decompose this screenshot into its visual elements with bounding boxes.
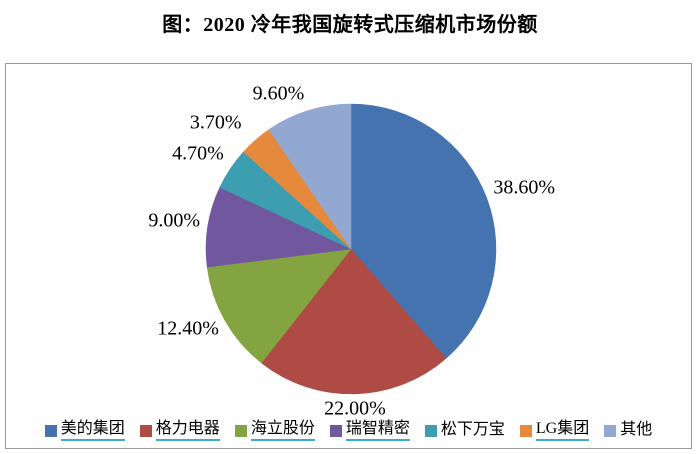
legend-label: LG集团 [535, 420, 590, 441]
pie-slice-3 [206, 248, 352, 364]
legend-item-3: 海立股份 [234, 420, 315, 441]
chart-title: 图：2020 冷年我国旋转式压缩机市场份额 [162, 14, 538, 36]
slice-label-4: 9.00% [148, 209, 201, 232]
legend-item-5: 松下万宝 [424, 421, 505, 440]
slice-label-2: 22.00% [324, 397, 386, 420]
legend-swatch-icon [329, 424, 342, 437]
slice-label-3: 12.40% [157, 317, 219, 340]
slice-label-6: 3.70% [189, 111, 242, 134]
slice-label-5: 4.70% [172, 142, 224, 165]
slice-label-1: 38.60% [493, 176, 556, 199]
legend-swatch-icon [519, 424, 532, 437]
legend-swatch-icon [604, 424, 617, 437]
legend-label: 格力电器 [155, 420, 220, 441]
pie-slice-2 [261, 248, 447, 395]
legend-swatch-icon [139, 424, 152, 437]
legend-label: 瑞智精密 [345, 420, 410, 441]
legend-label: 其他 [620, 421, 653, 439]
legend-item-2: 格力电器 [139, 420, 220, 441]
pie-slice-7 [268, 103, 352, 250]
slice-label-7: 9.60% [252, 82, 305, 105]
legend-swatch-icon [234, 424, 247, 437]
legend-item-7: 其他 [604, 421, 652, 440]
legend-item-1: 美的集团 [44, 420, 125, 441]
legend-label: 松下万宝 [440, 421, 505, 439]
legend-item-4: 瑞智精密 [329, 420, 410, 441]
pie-chart [205, 103, 497, 395]
pie-slice-4 [205, 186, 352, 268]
pie-slice-1 [350, 103, 497, 359]
legend-item-6: LG集团 [519, 420, 590, 441]
chart-panel: 38.60% 22.00% 12.40% 9.00% 4.70% 3.70% 9.60% 美… [5, 63, 692, 449]
legend-label: 海立股份 [250, 420, 315, 441]
legend-swatch-icon [424, 424, 437, 437]
legend-label: 美的集团 [60, 420, 125, 441]
legend-swatch-icon [44, 424, 57, 437]
legend: 美的集团 格力电器 海立股份 瑞智精密 松下万宝 LG集团 其他 [6, 420, 691, 441]
